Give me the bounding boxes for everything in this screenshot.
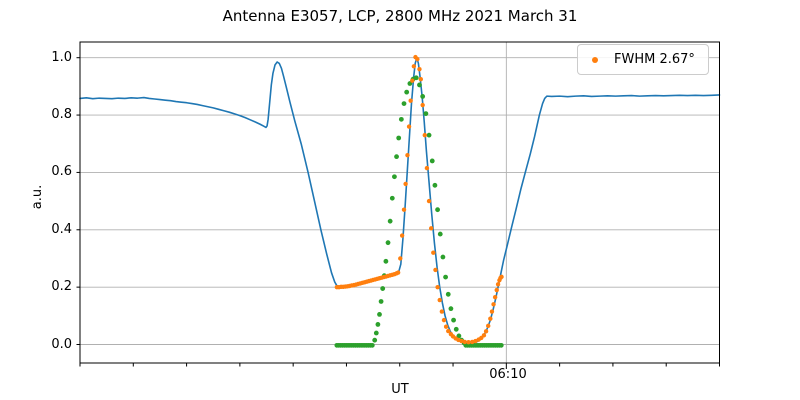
axis-ticks <box>76 57 720 369</box>
legend: FWHM 2.67° <box>577 44 709 75</box>
x-axis-label: UT <box>391 382 409 397</box>
y-tick-label: 1.0 <box>51 50 72 65</box>
y-tick-label: 0.2 <box>51 279 72 294</box>
y-axis-label: a.u. <box>30 184 45 210</box>
y-tick-label: 0.0 <box>51 337 72 352</box>
y-tick-label: 0.8 <box>51 107 72 122</box>
grid-lines <box>80 42 720 363</box>
chart-title: Antenna E3057, LCP, 2800 MHz 2021 March … <box>222 7 578 25</box>
y-tick-label: 0.6 <box>51 164 72 179</box>
legend-dot-marker-icon <box>592 56 598 63</box>
legend-label: FWHM 2.67° <box>614 52 695 67</box>
model-dots <box>334 75 504 348</box>
x-tick-label: 06:10 <box>489 367 527 382</box>
fit-sample-dots <box>334 54 504 345</box>
axes-spines <box>79 41 720 364</box>
y-tick-label: 0.4 <box>51 222 72 237</box>
signal-line <box>79 56 721 344</box>
